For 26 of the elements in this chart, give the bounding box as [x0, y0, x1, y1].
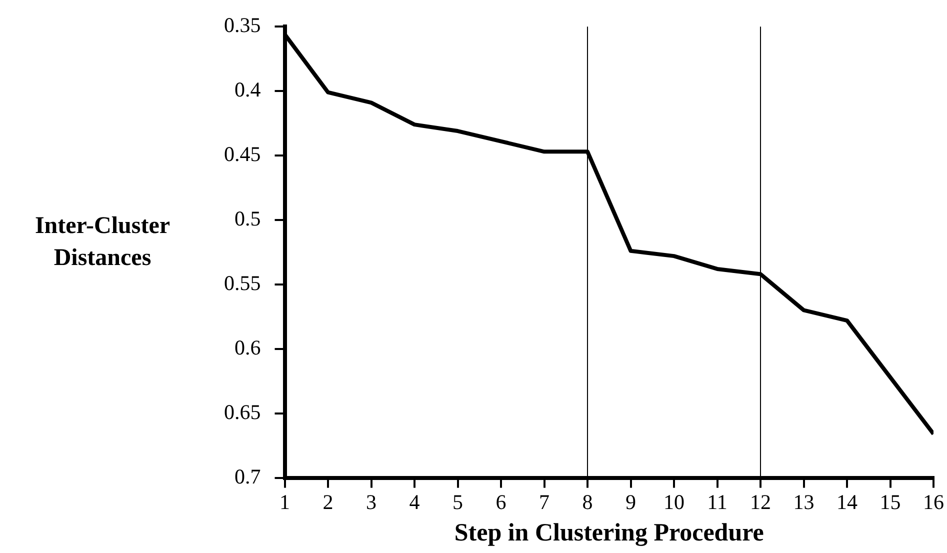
x-tick-label: 6: [496, 490, 506, 514]
x-tick-label: 4: [409, 490, 420, 514]
x-tick-label: 9: [626, 490, 636, 514]
x-tick-label: 14: [836, 490, 858, 514]
y-tick-label: 0.55: [224, 270, 261, 295]
x-tick-label: 16: [923, 490, 944, 514]
y-axis-title: Inter-Cluster Distances: [34, 212, 172, 273]
x-tick-label: 3: [366, 490, 376, 514]
x-tick-label: 11: [707, 490, 728, 514]
y-tick-label: 0.35: [224, 13, 261, 38]
x-tick-label: 1: [280, 490, 290, 514]
x-tick-label: 7: [539, 490, 550, 514]
y-tick-label: 0.5: [234, 206, 261, 230]
x-tick-label: 2: [322, 490, 334, 514]
x-tick-label: 13: [793, 490, 814, 514]
x-tick-label: 8: [582, 490, 593, 514]
y-tick-label: 0.45: [224, 142, 261, 166]
y-tick-label: 0.4: [234, 78, 262, 102]
x-axis-title: Step in Clustering Procedure: [454, 519, 764, 546]
y-tick-label: 0.7: [234, 464, 261, 488]
x-tick-label: 15: [880, 490, 901, 514]
x-tick-label: 10: [664, 490, 684, 514]
x-tick-label: 5: [452, 490, 463, 514]
x-tick-label: 12: [750, 490, 771, 514]
y-tick-label: 0.65: [224, 400, 261, 424]
y-tick-label: 0.6: [234, 335, 261, 360]
